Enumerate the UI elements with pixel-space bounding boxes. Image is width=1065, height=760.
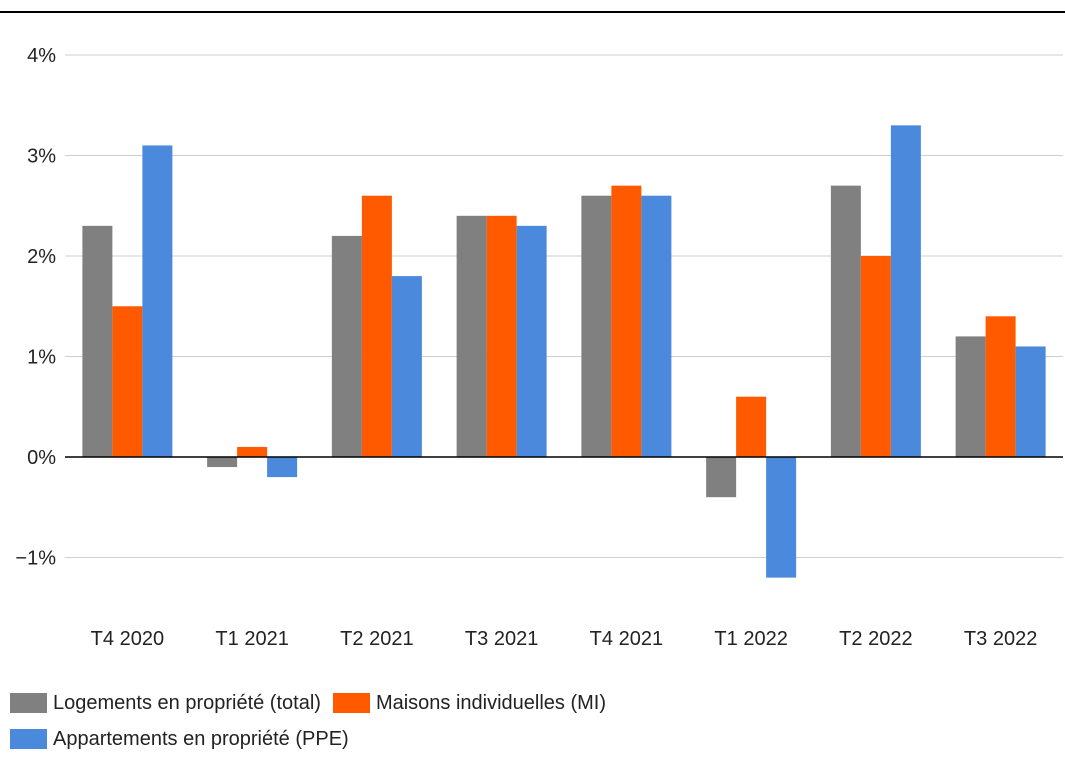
- y-tick-label: −1%: [15, 548, 56, 570]
- bar: [1015, 346, 1046, 457]
- y-tick-label: 0%: [27, 447, 56, 469]
- legend-label-mi: Maisons individuelles (MI): [375, 691, 607, 714]
- y-tick-label: 1%: [27, 347, 56, 369]
- bar: [890, 125, 921, 457]
- bar: [706, 457, 737, 498]
- bar: [581, 195, 612, 457]
- legend-item-ppe: Appartements en propriété (PPE): [10, 728, 349, 751]
- x-axis-ticks: T4 2020 T1 2021 T2 2021 T3 2021 T4 2021 T1 20…: [91, 628, 1038, 650]
- x-tick-label: T3 2022: [964, 628, 1037, 650]
- y-tick-label: 3%: [27, 146, 56, 168]
- bar: [955, 336, 986, 457]
- legend-label-total: Logements en propriété (total): [53, 691, 321, 714]
- legend-label-ppe: Appartements en propriété (PPE): [53, 727, 349, 750]
- bar: [267, 457, 298, 478]
- bar: [985, 316, 1016, 457]
- legend-item-mi: Maisons individuelles (MI): [332, 691, 607, 715]
- legend-item-total: Logements en propriété (total): [10, 692, 321, 715]
- x-tick-label: T4 2021: [590, 628, 663, 650]
- x-tick-label: T4 2020: [91, 628, 164, 650]
- bars: [82, 125, 1046, 578]
- bar: [641, 195, 672, 457]
- y-axis-ticks: 4% 3% 2% 1% 0% −1%: [15, 45, 56, 570]
- y-tick-label: 4%: [27, 45, 56, 67]
- bar: [860, 256, 891, 457]
- legend-row: Appartements en propriété (PPE): [10, 724, 1050, 754]
- legend-swatch-mi: [332, 693, 370, 713]
- x-tick-label: T1 2021: [215, 628, 288, 650]
- bar: [611, 185, 642, 457]
- bar: [736, 396, 767, 457]
- bar: [486, 215, 517, 457]
- bar: [331, 235, 362, 457]
- legend-swatch-ppe: [10, 729, 47, 749]
- bar: [391, 276, 422, 457]
- bar: [766, 457, 797, 578]
- x-tick-label: T1 2022: [714, 628, 787, 650]
- bar: [516, 225, 547, 457]
- bar: [112, 306, 143, 457]
- bar: [456, 215, 487, 457]
- x-tick-label: T3 2021: [465, 628, 538, 650]
- legend-swatch-total: [10, 693, 47, 713]
- bar: [142, 145, 173, 457]
- bar: [361, 195, 392, 457]
- bar: [237, 446, 268, 457]
- bar: [82, 225, 113, 457]
- bar: [207, 457, 238, 468]
- x-tick-label: T2 2022: [839, 628, 912, 650]
- legend: Logements en propriété (total) Maisons i…: [10, 688, 1050, 760]
- legend-row: Logements en propriété (total) Maisons i…: [10, 688, 1050, 718]
- y-tick-label: 2%: [27, 246, 56, 268]
- bar: [830, 185, 861, 457]
- x-tick-label: T2 2021: [340, 628, 413, 650]
